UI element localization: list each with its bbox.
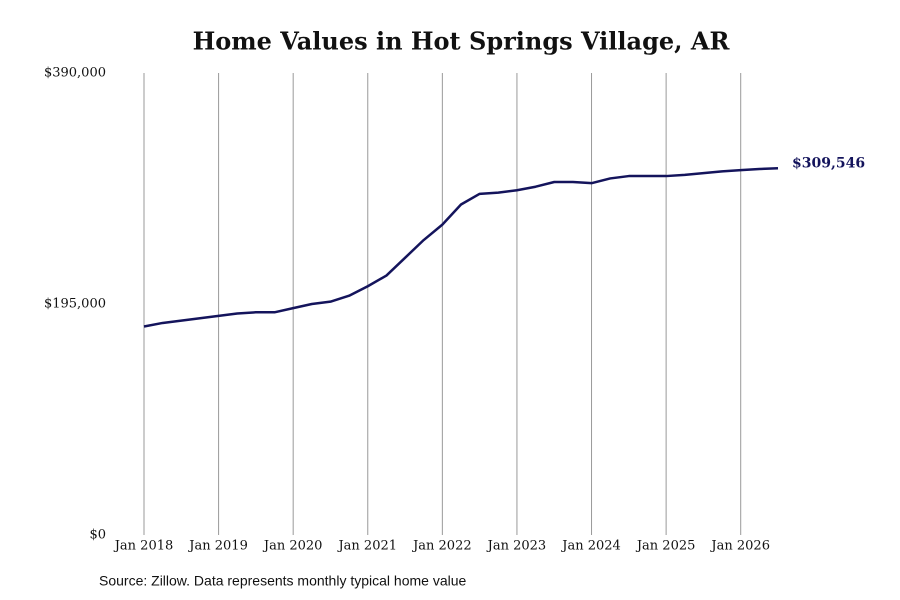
x-tick-label: Jan 2026 xyxy=(709,539,770,554)
value-label: $309,546 xyxy=(792,155,865,171)
x-tick-label: Jan 2021 xyxy=(336,539,397,554)
y-tick-label: $0 xyxy=(89,528,106,543)
x-tick-label: Jan 2023 xyxy=(486,539,547,554)
x-tick-label: Jan 2025 xyxy=(635,539,696,554)
x-tick-label: Jan 2018 xyxy=(113,539,174,554)
x-tick-label: Jan 2022 xyxy=(411,539,472,554)
chart-title: Home Values in Hot Springs Village, AR xyxy=(193,27,731,56)
y-tick-label: $390,000 xyxy=(44,66,106,81)
x-tick-label: Jan 2020 xyxy=(262,539,323,554)
x-tick-label: Jan 2024 xyxy=(560,539,621,554)
y-tick-label: $195,000 xyxy=(44,297,106,312)
x-tick-label: Jan 2019 xyxy=(187,539,248,554)
line xyxy=(143,167,779,328)
source-note: Source: Zillow. Data represents monthly … xyxy=(99,573,466,589)
